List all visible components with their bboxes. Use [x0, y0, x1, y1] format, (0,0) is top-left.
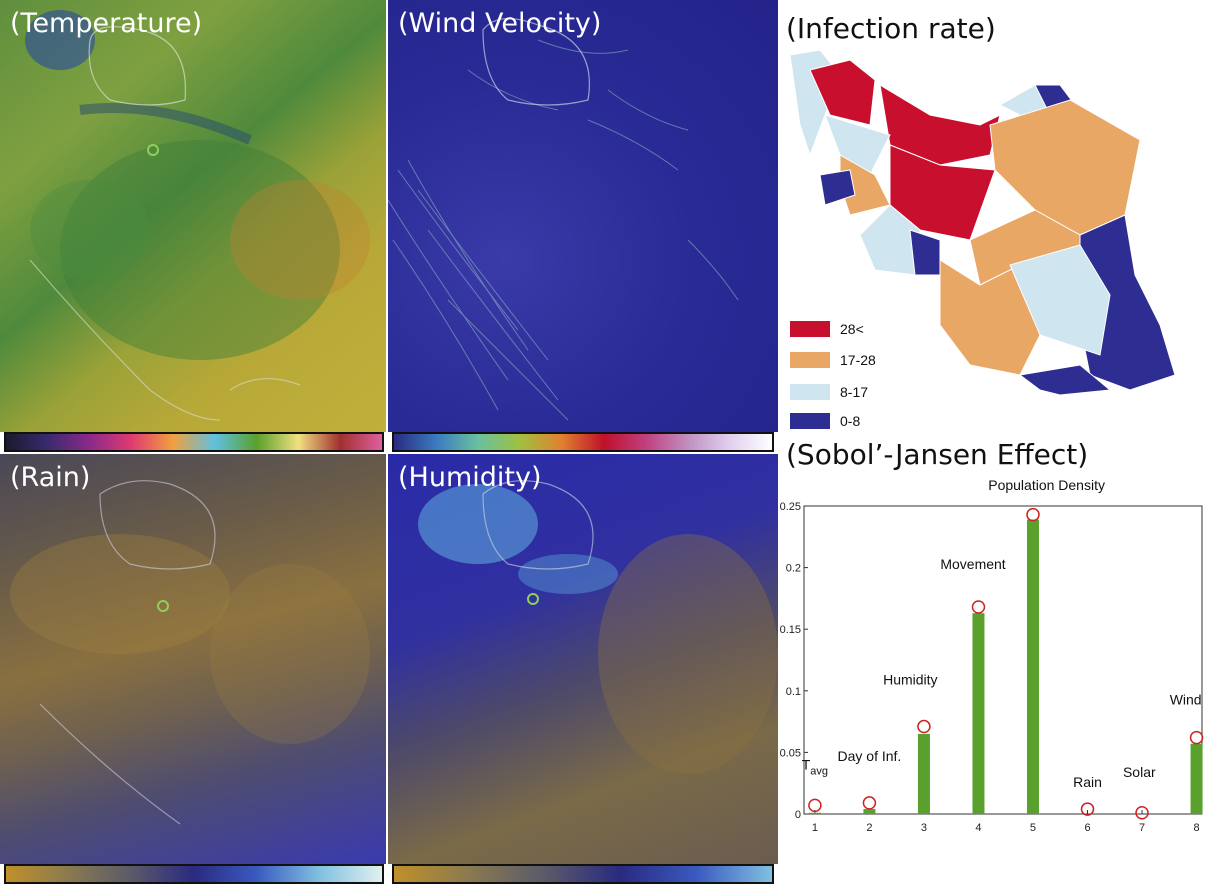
y-tick-label: 0.15 [780, 624, 801, 636]
rain-map [10, 480, 370, 825]
temperature-colorbar [4, 432, 384, 452]
temperature-title: (Temperature) [10, 8, 203, 39]
annotation-label: Tavg [802, 757, 828, 778]
x-tick-label: 2 [866, 822, 872, 834]
x-tick-label: 7 [1139, 822, 1145, 834]
legend-item-28: 28< [790, 321, 864, 337]
x-tick-label: 3 [921, 822, 927, 834]
temperature-panel: (Temperature) [0, 0, 386, 432]
y-tick-label: 0.25 [780, 501, 801, 513]
legend-label: 0-8 [840, 413, 861, 429]
legend-item-0-8: 0-8 [790, 413, 860, 429]
humidity-panel: (Humidity) [388, 454, 778, 864]
y-tick-label: 0.05 [780, 747, 801, 759]
annotation-label: Rain [1073, 774, 1102, 790]
bar [972, 613, 985, 814]
data-point [1026, 507, 1040, 522]
x-tick-label: 1 [812, 822, 818, 834]
x-tick-label: 4 [975, 822, 981, 834]
rain-panel: (Rain) [0, 454, 386, 864]
annotation-label: Movement [940, 556, 1005, 572]
humidity-colorbar [392, 864, 774, 884]
legend-item-8-17: 8-17 [790, 384, 868, 400]
wind-panel: (Wind Velocity) [388, 0, 778, 432]
x-tick-label: 5 [1030, 822, 1036, 834]
data-point [862, 796, 877, 810]
legend-label: 28< [840, 321, 864, 337]
bar [863, 809, 876, 814]
humidity-map [418, 480, 778, 774]
x-tick-label: 6 [1084, 822, 1090, 834]
legend-swatch [790, 413, 830, 429]
infection-map-title: (Infection rate) [786, 12, 996, 45]
legend-swatch [790, 321, 830, 337]
data-point [1189, 730, 1204, 745]
rain-colorbar [4, 864, 384, 884]
annotation-label: Day of Inf. [838, 748, 902, 764]
legend-item-17-28: 17-28 [790, 352, 876, 368]
legend-swatch [790, 384, 830, 400]
bar [808, 812, 821, 814]
bar [1026, 519, 1039, 814]
sobol-title: (Sobol’-Jansen Effect) [786, 438, 1089, 471]
wind-colorbar [392, 432, 774, 452]
rain-title: (Rain) [10, 462, 91, 493]
y-tick-label: 0.2 [786, 563, 801, 575]
data-point [971, 600, 986, 614]
humidity-title: (Humidity) [398, 462, 542, 493]
bar [917, 733, 930, 814]
y-tick-label: 0 [795, 809, 801, 821]
plot-frame [803, 505, 1203, 815]
infection-map [789, 49, 1176, 396]
legend-swatch [790, 352, 830, 368]
annotation-label: Humidity [883, 672, 937, 688]
data-point [1080, 802, 1095, 816]
data-point [917, 719, 931, 734]
annotation-label: Wind [1170, 691, 1202, 707]
annotation-label: Population Density [988, 477, 1105, 493]
legend-label: 8-17 [840, 384, 869, 400]
x-tick-label: 8 [1193, 822, 1199, 834]
annotation-label: Solar [1123, 764, 1156, 780]
y-tick-label: 0.1 [786, 686, 801, 698]
legend-label: 17-28 [840, 352, 876, 368]
sobol-chart: 0 0.05 0.1 0.15 0.2 0.25 1 2 3 4 5 6 7 8 Tavg Day of In… [780, 477, 1204, 834]
wind-title: (Wind Velocity) [398, 8, 602, 39]
temperature-map [25, 10, 370, 421]
data-point [1135, 806, 1149, 820]
data-point [808, 798, 822, 813]
bar [1190, 743, 1203, 814]
wind-map [388, 18, 739, 421]
